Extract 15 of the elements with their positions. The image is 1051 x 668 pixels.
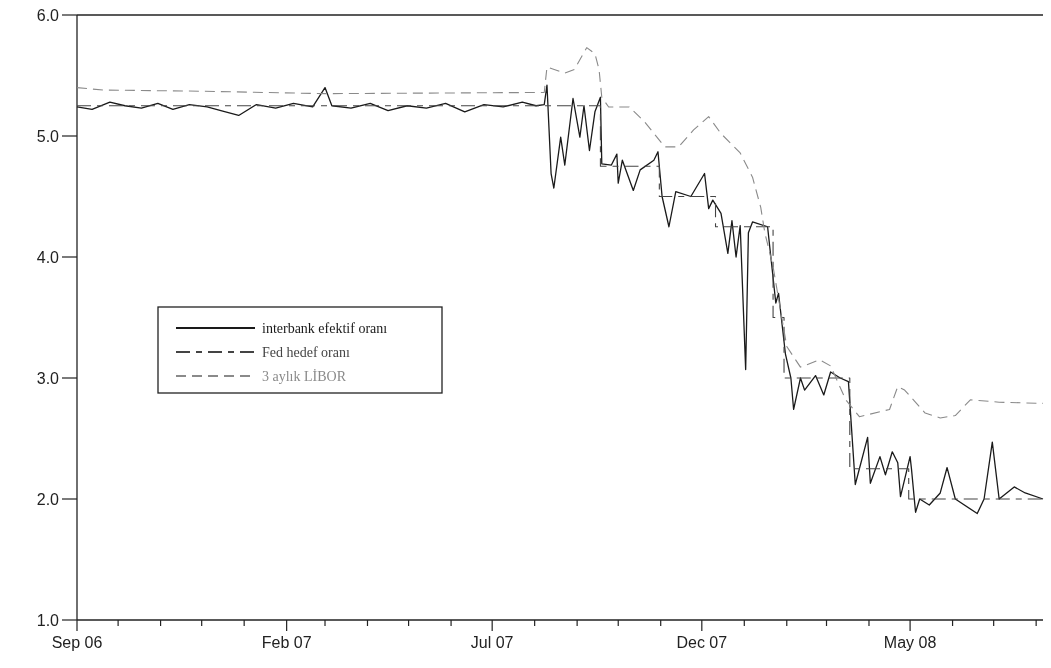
x-tick-label: Jul 07 xyxy=(470,634,514,651)
text: interbank efektif oranı xyxy=(262,320,388,336)
x-tick-label: May 08 xyxy=(883,634,937,651)
text: 3 aylık LİBOR xyxy=(262,368,347,384)
y-tick-label: 6.0 xyxy=(36,6,60,24)
line-series xyxy=(76,47,1044,419)
y-tick-label: 2.0 xyxy=(36,490,60,508)
y-tick-label: 3.0 xyxy=(36,369,60,387)
text: Fed hedef oranı xyxy=(262,344,350,360)
y-tick-label: 5.0 xyxy=(36,127,60,145)
y-tick-label: 1.0 xyxy=(36,611,60,629)
x-tick-label: Dec 07 xyxy=(676,634,728,651)
y-tick-label: 4.0 xyxy=(36,248,60,266)
x-tick-label: Sep 06 xyxy=(51,634,103,651)
x-tick-label: Feb 07 xyxy=(261,634,312,651)
